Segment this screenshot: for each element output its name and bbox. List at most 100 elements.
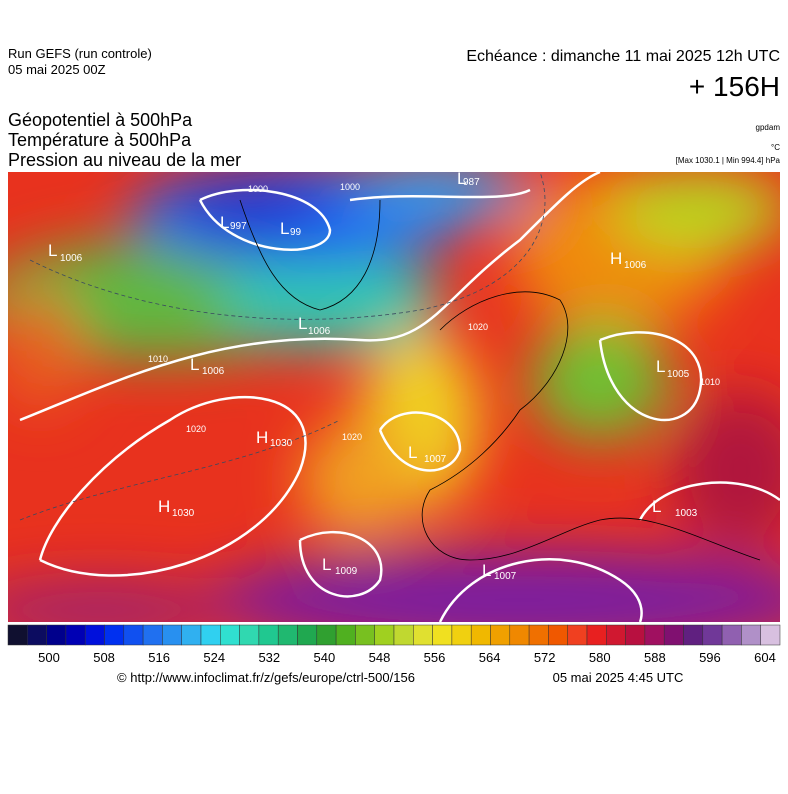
colorbar-cell	[509, 624, 530, 646]
colorbar-cell	[335, 624, 356, 646]
unit: °C	[771, 143, 780, 152]
colorbar-cell	[470, 624, 491, 646]
title: Géopotentiel à 500hPa	[8, 110, 193, 130]
colorbar-label: 500	[38, 650, 60, 665]
colorbar-cell	[7, 624, 28, 646]
colorbar-cell	[277, 624, 298, 646]
pressure-center-value: 997	[230, 221, 247, 232]
run-label: Run GEFS (run controle)	[8, 46, 152, 61]
pressure-center-value: 1005	[667, 369, 690, 380]
colorbar-cell	[220, 624, 240, 646]
pressure-center-type: L	[656, 357, 665, 376]
pressure-center-value: 1006	[202, 366, 225, 377]
colorbar-cell	[528, 624, 549, 646]
colorbar-cell	[663, 624, 684, 646]
colorbar-cell	[142, 624, 163, 646]
unit: [Max 1030.1 | Min 994.4] hPa	[676, 156, 781, 165]
colorbar-cell	[548, 624, 568, 646]
contour-label: 1020	[468, 322, 488, 332]
colorbar-cell	[316, 624, 337, 646]
title: Température à 500hPa	[8, 130, 192, 150]
colorbar-cell	[606, 624, 626, 646]
colorbar-cell	[181, 624, 202, 646]
colorbar-cell	[258, 624, 279, 646]
pressure-center-type: H	[158, 497, 170, 516]
colorbar-cell	[46, 624, 67, 646]
colorbar-label: 604	[754, 650, 776, 665]
pressure-center-type: L	[322, 555, 331, 574]
colorbar-cell	[683, 624, 704, 646]
contour-label: 1010	[148, 354, 168, 364]
pressure-center-type: H	[256, 428, 268, 447]
pressure-center-type: L	[298, 314, 307, 333]
pressure-center-value: 1006	[60, 253, 83, 264]
colorbar-cell	[490, 624, 511, 646]
colorbar-cell	[741, 624, 761, 646]
pressure-center-value: 99	[290, 227, 302, 238]
contour-label: 1000	[248, 184, 268, 194]
pressure-center-type: L	[652, 497, 661, 516]
pressure-center-type: L	[220, 213, 229, 232]
colorbar-cell	[721, 624, 742, 646]
pressure-center-value: 1003	[675, 508, 698, 519]
colorbar-label: 596	[699, 650, 721, 665]
colorbar-cell	[239, 624, 260, 646]
pressure-center-type: L	[190, 355, 199, 374]
colorbar-label: 516	[148, 650, 170, 665]
footer-url: © http://www.infoclimat.fr/z/gefs/europe…	[117, 670, 415, 685]
colorbar-label: 524	[203, 650, 225, 665]
colorbar-cell	[760, 624, 781, 646]
colorbar-cell	[413, 624, 433, 646]
pressure-center-value: 1007	[424, 454, 447, 465]
pressure-center-type: L	[457, 169, 466, 188]
colorbar-cell	[27, 624, 47, 646]
contour-label: 1020	[342, 432, 362, 442]
colorbar-cell	[374, 624, 395, 646]
colorbar-label: 556	[424, 650, 446, 665]
pressure-center-type: H	[610, 249, 622, 268]
pressure-center-value: 987	[463, 177, 480, 188]
colorbar-label: 572	[534, 650, 556, 665]
pressure-center-value: 1007	[494, 571, 517, 582]
colorbar-cell	[702, 624, 723, 646]
echeance: Echéance : dimanche 11 mai 2025 12h UTC	[466, 48, 780, 65]
colorbar-cell	[123, 624, 144, 646]
pressure-center-type: L	[482, 561, 491, 580]
colorbar-cell	[162, 624, 182, 646]
colorbar-cell	[104, 624, 125, 646]
run-date: 05 mai 2025 00Z	[8, 62, 106, 77]
contour-label: 1010	[700, 377, 720, 387]
contour-label: 1000	[340, 182, 360, 192]
colorbar-label: 548	[369, 650, 391, 665]
colorbar-cell	[567, 624, 588, 646]
colorbar-cell	[432, 624, 453, 646]
pressure-center-type: L	[48, 241, 57, 260]
title: Pression au niveau de la mer	[8, 150, 241, 170]
colorbar: 500 508 516 524 532 540 548 556 564 572 580 588 596 6…	[7, 624, 781, 665]
pressure-center-value: 1006	[308, 326, 331, 337]
colorbar-cell	[84, 624, 105, 646]
colorbar-cell	[200, 624, 221, 646]
pressure-center-value: 1006	[624, 260, 647, 271]
pressure-center-value: 1009	[335, 566, 358, 577]
colorbar-label: 508	[93, 650, 115, 665]
pressure-center-value: 1030	[172, 508, 195, 519]
colorbar-label: 564	[479, 650, 501, 665]
colorbar-cell	[355, 624, 375, 646]
colorbar-label: 588	[644, 650, 666, 665]
colorbar-label: 540	[314, 650, 336, 665]
colorbar-cell	[625, 624, 646, 646]
lead-time: + 156H	[689, 71, 780, 102]
pressure-center-value: 1030	[270, 438, 293, 449]
map	[8, 172, 780, 622]
colorbar-label: 580	[589, 650, 611, 665]
unit: gpdam	[756, 123, 781, 132]
colorbar-cell	[297, 624, 318, 646]
colorbar-cell	[393, 624, 414, 646]
colorbar-label: 532	[258, 650, 280, 665]
colorbar-cell	[586, 624, 607, 646]
pressure-center-type: L	[408, 443, 417, 462]
pressure-center-type: L	[280, 219, 289, 238]
colorbar-cell	[644, 624, 665, 646]
